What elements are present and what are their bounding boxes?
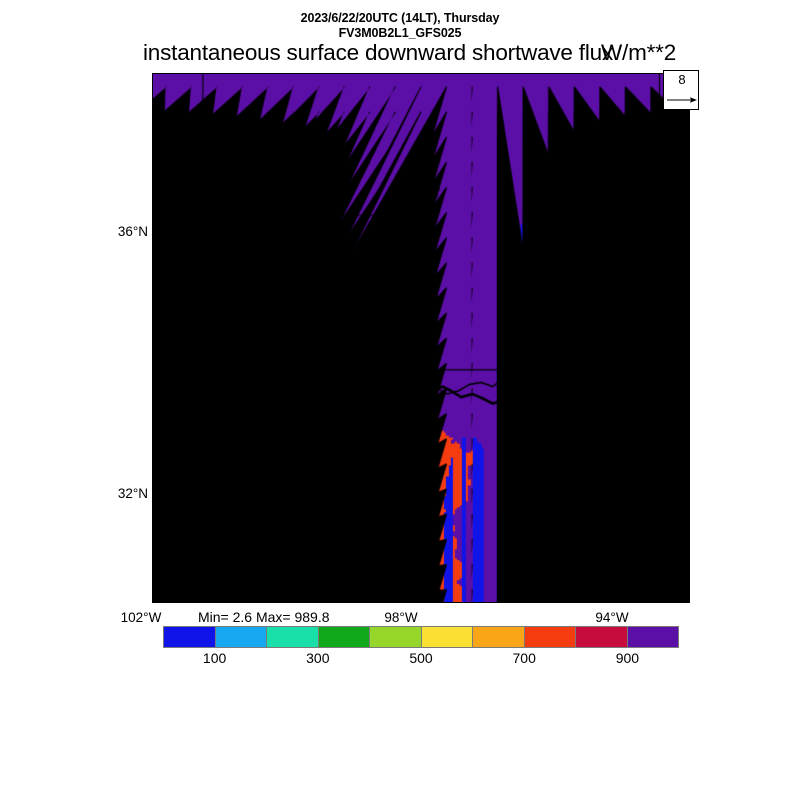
colorbar: [163, 626, 679, 648]
colorbar-tick-label: 300: [306, 650, 330, 666]
colorbar-swatch: [473, 627, 525, 647]
arrow-right-icon: [667, 97, 697, 103]
title-row: instantaneous surface downward shortwave…: [0, 40, 800, 68]
page-title: instantaneous surface downward shortwave…: [143, 40, 614, 65]
colorbar-tick-label: 500: [409, 650, 433, 666]
map-plot-area[interactable]: [152, 73, 690, 603]
vector-key-label: 8: [678, 72, 686, 87]
date-line: 2023/6/22/20UTC (14LT), Thursday: [300, 11, 500, 25]
lat-label-36n: 36°N: [117, 224, 148, 239]
colorbar-swatch: [318, 627, 370, 647]
colorbar-swatch: [421, 627, 473, 647]
state-boundaries-overlay: [153, 74, 689, 602]
colorbar-swatch: [267, 627, 319, 647]
colorbar-swatch: [627, 627, 678, 647]
subtitle-block: 2023/6/22/20UTC (14LT), Thursday FV3M0B2…: [0, 11, 800, 40]
colorbar-ticks: 100 300 500 700 900: [163, 650, 679, 668]
lon-label-98w: 98°W: [384, 610, 418, 625]
colorbar-swatch: [164, 627, 216, 647]
chart-header: 2023/6/22/20UTC (14LT), Thursday FV3M0B2…: [0, 0, 800, 70]
colorbar-tick-label: 700: [512, 650, 536, 666]
colorbar-swatch: [215, 627, 267, 647]
units-label: W/m**2: [601, 40, 677, 65]
lat-label-32n: 32°N: [117, 486, 148, 501]
colorbar-swatch: [576, 627, 628, 647]
colorbar-tick-label: 900: [615, 650, 640, 666]
lon-label-102w: 102°W: [120, 610, 162, 625]
model-line: FV3M0B2L1_GFS025: [338, 25, 462, 40]
lon-label-94w: 94°W: [595, 610, 629, 625]
colorbar-swatch: [370, 627, 422, 647]
colorbar-swatch: [524, 627, 576, 647]
colorbar-tick-label: 100: [202, 650, 227, 666]
minmax-stats: Min= 2.6 Max= 989.8: [198, 609, 330, 625]
vector-key-box: 8: [663, 70, 699, 110]
